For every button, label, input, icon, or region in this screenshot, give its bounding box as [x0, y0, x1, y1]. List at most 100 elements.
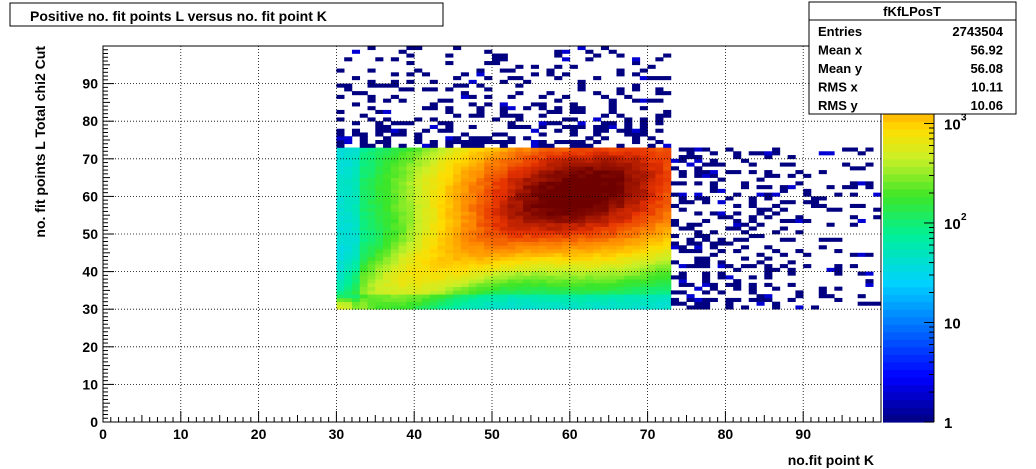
heat-cell [639, 297, 648, 303]
heat-cell [608, 188, 617, 194]
heat-cell [437, 170, 446, 175]
heat-cell-sparse [600, 113, 609, 118]
heat-cell-sparse [507, 94, 516, 99]
heat-cell [414, 290, 423, 295]
heat-cell [593, 226, 602, 231]
heat-cell-sparse [842, 147, 851, 152]
heat-cell [624, 305, 633, 310]
heat-cell [562, 301, 571, 306]
heat-cell [406, 286, 415, 291]
heat-cell [359, 290, 368, 295]
heat-cell [344, 297, 353, 303]
heat-cell-sparse [655, 87, 664, 92]
heat-cell [445, 185, 454, 190]
heat-cell [476, 267, 485, 272]
heat-cell [359, 207, 368, 212]
heatmap-cells [336, 46, 882, 310]
heat-cell [569, 267, 578, 272]
heat-cell-sparse [429, 79, 438, 84]
heat-cell [437, 200, 446, 205]
heat-cell [655, 188, 664, 194]
heat-cell [507, 162, 516, 167]
heat-cell [546, 192, 555, 197]
heat-cell [569, 241, 578, 246]
heat-cell [639, 151, 648, 156]
heat-cell [600, 252, 610, 257]
heat-cell [639, 211, 648, 216]
heat-cell [538, 222, 547, 227]
heat-cell [600, 162, 610, 167]
heat-cell-sparse [795, 230, 804, 235]
heat-cell [507, 234, 516, 239]
heat-cell [414, 147, 423, 152]
heat-cell [344, 181, 353, 186]
heat-cell [515, 305, 524, 310]
heat-cell [429, 211, 438, 216]
heat-cell [383, 155, 392, 160]
heat-cell [593, 170, 602, 175]
heat-cell-sparse [717, 290, 726, 295]
heat-cell [523, 203, 532, 209]
heat-cell [632, 275, 641, 280]
heat-cell-sparse [616, 143, 625, 148]
heat-cell [655, 166, 664, 171]
heat-cell-sparse [709, 170, 718, 175]
heat-cell [507, 294, 516, 299]
heat-cell [398, 245, 407, 250]
heat-cell [507, 147, 516, 152]
heat-cell [453, 249, 462, 254]
heat-cell [616, 203, 625, 209]
heat-cell [344, 260, 353, 265]
heat-cell-sparse [756, 294, 765, 299]
heat-cell-sparse [499, 113, 508, 118]
heat-cell [344, 256, 353, 261]
heat-cell [608, 252, 617, 257]
heat-cell [608, 211, 617, 216]
heat-cell [639, 162, 648, 167]
heat-cell [499, 162, 508, 167]
heat-cell [546, 203, 555, 209]
heat-cell [484, 286, 493, 291]
heat-cell [577, 264, 586, 269]
heat-cell-sparse [748, 275, 757, 280]
heat-cell [546, 249, 555, 254]
heat-cell [460, 147, 470, 152]
heat-cell [647, 162, 656, 167]
colorbar-band [883, 188, 934, 197]
heat-cell [359, 196, 368, 201]
heat-cell-sparse [383, 124, 392, 130]
heat-cell [445, 230, 454, 235]
heat-cell [546, 218, 555, 224]
heat-cell [616, 147, 625, 152]
heat-cell [616, 166, 625, 171]
heat-cell [585, 275, 594, 280]
heat-cell [523, 279, 532, 284]
heat-cell [445, 279, 454, 284]
heat-cell [663, 286, 672, 291]
heat-cell [515, 256, 524, 261]
heat-cell [507, 173, 516, 178]
heat-cell [608, 260, 617, 265]
colorbar-band [883, 339, 934, 348]
heat-cell [398, 207, 407, 212]
heat-cell [562, 207, 571, 212]
heat-cell-sparse [795, 181, 804, 186]
heat-cell-sparse [344, 87, 353, 92]
heat-cell-sparse [616, 68, 625, 73]
heat-cell [577, 215, 586, 220]
heat-cell [538, 170, 547, 175]
heat-cell [647, 290, 656, 295]
heat-cell [476, 279, 485, 284]
heat-cell [476, 286, 485, 291]
heat-cell [600, 286, 610, 291]
heat-cell [375, 166, 384, 171]
heat-cell-sparse [429, 140, 438, 145]
heat-cell [569, 173, 578, 178]
heat-cell [406, 188, 415, 194]
heat-cell [383, 245, 392, 250]
heat-cell [593, 271, 602, 276]
heat-cell-sparse [764, 282, 773, 287]
heat-cell [585, 147, 594, 152]
heat-cell [375, 267, 384, 272]
heat-cell [562, 147, 571, 152]
